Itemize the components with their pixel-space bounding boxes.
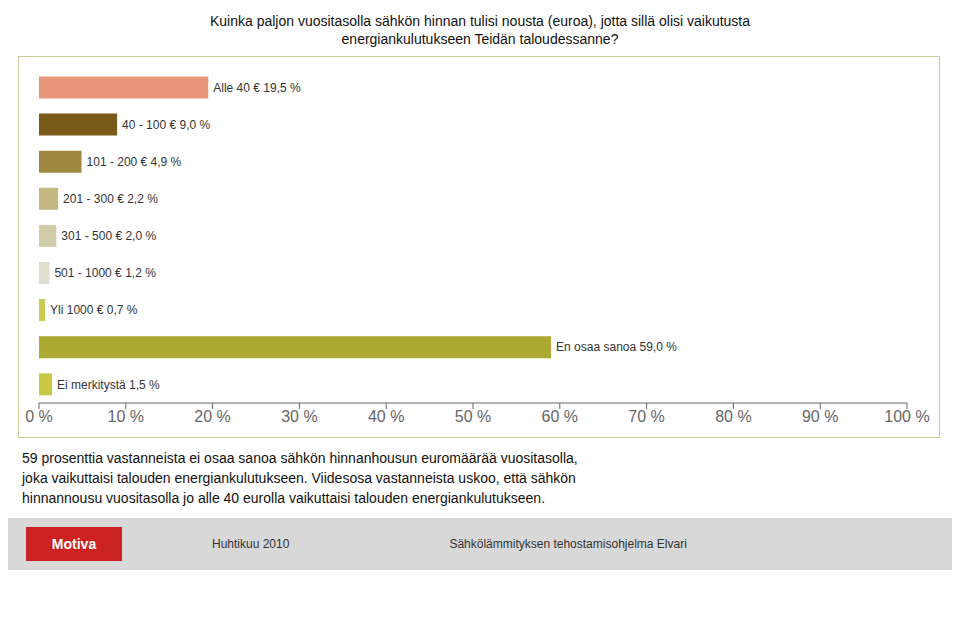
svg-text:Ei merkitystä 1,5 %: Ei merkitystä 1,5 % [57, 378, 160, 392]
svg-text:40 %: 40 % [368, 408, 404, 425]
svg-text:0 %: 0 % [25, 408, 53, 425]
svg-text:40 - 100 € 9,0 %: 40 - 100 € 9,0 % [122, 118, 210, 132]
svg-text:100 %: 100 % [884, 408, 929, 425]
svg-text:50 %: 50 % [455, 408, 491, 425]
svg-text:70 %: 70 % [628, 408, 664, 425]
svg-text:501 - 1000 € 1,2 %: 501 - 1000 € 1,2 % [54, 266, 156, 280]
html-text:joka vaikuttaisi talouden ener: joka vaikuttaisi talouden energiankulutu… [22, 470, 576, 486]
svg-text:Yli 1000 € 0,7 %: Yli 1000 € 0,7 % [50, 303, 138, 317]
svg-text:30 %: 30 % [281, 408, 317, 425]
html-text:Motiva: Motiva [51, 536, 97, 552]
html-text:Huhtikuu 2010: Huhtikuu 2010 [212, 537, 290, 551]
svg-text:101 - 200 € 4,9 %: 101 - 200 € 4,9 % [87, 155, 182, 169]
html-text:59 prosenttia vastanneista ei: 59 prosenttia vastanneista ei osaa sanoa… [22, 450, 578, 466]
svg-text:Alle 40 € 19,5 %: Alle 40 € 19,5 % [213, 81, 301, 95]
html-text:Kuinka paljon vuositasolla säh: Kuinka paljon vuositasolla sähkön hinnan… [210, 13, 750, 29]
svg-text:90 %: 90 % [802, 408, 838, 425]
svg-text:301 - 500 € 2,0 %: 301 - 500 € 2,0 % [61, 229, 156, 243]
html-text:hinnannousu vuositasolla jo al: hinnannousu vuositasolla jo alle 40 euro… [22, 490, 545, 506]
svg-text:60 %: 60 % [542, 408, 578, 425]
svg-text:En osaa sanoa 59,0 %: En osaa sanoa 59,0 % [556, 340, 677, 354]
svg-text:10 %: 10 % [108, 408, 144, 425]
html-text:Sähkölämmityksen tehostamisohj: Sähkölämmityksen tehostamisohjelma Elvar… [449, 537, 687, 551]
svg-text:201 - 300 € 2,2 %: 201 - 300 € 2,2 % [63, 192, 158, 206]
svg-text:80 %: 80 % [715, 408, 751, 425]
html-text:energiankulutukseen Teidän tal: energiankulutukseen Teidän taloudessanne… [341, 31, 619, 47]
svg-text:20 %: 20 % [194, 408, 230, 425]
